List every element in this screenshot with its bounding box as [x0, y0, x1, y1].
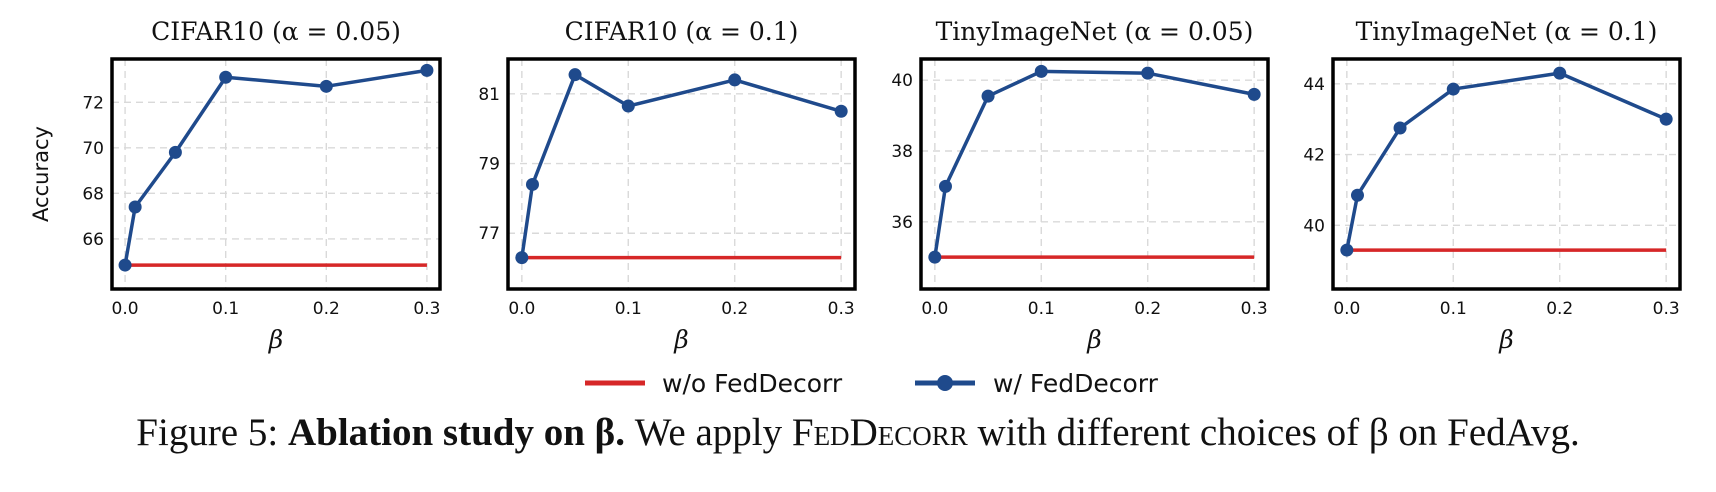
- y-tick-label: 42: [1303, 146, 1325, 166]
- y-tick-label: 44: [1303, 75, 1325, 95]
- subplot-3: 0.0 0.1 0.2 0.3 36 38 40 TinyImageNet (α = 0.05…: [891, 17, 1270, 354]
- data-point-method: [128, 200, 142, 214]
- plot-frame: [919, 57, 1270, 291]
- y-tick-label: 38: [891, 142, 913, 162]
- x-tick-label: 0.1: [1028, 299, 1055, 319]
- caption-text-after: with different choices of β on FedAvg.: [967, 411, 1580, 454]
- y-axis-label: Accuracy: [29, 126, 53, 222]
- legend-label-baseline: w/o FedDecorr: [662, 369, 843, 398]
- x-tick-label: 0.3: [1653, 299, 1680, 319]
- y-tick-label: 77: [478, 224, 500, 244]
- x-tick-label: 0.1: [615, 299, 642, 319]
- subplot-title: CIFAR10 (α = 0.05): [151, 17, 401, 46]
- data-point-method: [525, 177, 539, 191]
- legend-label-method: w/ FedDecorr: [993, 369, 1159, 398]
- y-tick-label: 36: [891, 213, 913, 233]
- data-point-method: [1034, 64, 1048, 78]
- data-point-method: [1659, 112, 1673, 126]
- data-point-method: [1350, 188, 1364, 202]
- data-point-method: [515, 251, 529, 265]
- x-tick-label: 0.0: [112, 299, 139, 319]
- data-point-method: [1340, 243, 1354, 257]
- x-tick-label: 0.1: [1440, 299, 1467, 319]
- x-axis-label: β: [1086, 325, 1101, 354]
- x-axis-label: β: [268, 325, 283, 354]
- data-point-method: [1553, 66, 1567, 80]
- subplot-4: 0.0 0.1 0.2 0.3 40 42 44 TinyImageNet (α = 0.1)…: [1303, 17, 1682, 354]
- plot-frame: [1331, 57, 1682, 291]
- data-point-method: [1247, 87, 1261, 101]
- data-point-method: [420, 63, 434, 77]
- subplot-title: TinyImageNet (α = 0.1): [1356, 17, 1658, 46]
- data-point-method: [319, 79, 333, 93]
- x-tick-label: 0.0: [1333, 299, 1360, 319]
- y-tick-label: 68: [82, 184, 104, 204]
- data-point-method: [219, 70, 233, 84]
- y-tick-label: 79: [478, 155, 500, 175]
- data-point-method: [834, 104, 848, 118]
- plot-frame: [506, 57, 857, 291]
- legend: w/o FedDecorr w/ FedDecorr: [585, 369, 1159, 398]
- y-tick-label: 40: [1303, 216, 1325, 236]
- caption-method-name: FedDecorr: [791, 411, 968, 454]
- data-point-method: [118, 258, 132, 272]
- data-point-method: [728, 73, 742, 87]
- legend-marker-method: [937, 375, 953, 391]
- figure-caption: Figure 5: Ablation study on β. We apply …: [0, 410, 1716, 455]
- data-point-method: [1141, 66, 1155, 80]
- x-axis-label: β: [673, 325, 688, 354]
- x-tick-label: 0.3: [1241, 299, 1268, 319]
- y-tick-label: 70: [82, 139, 104, 159]
- subplot-1: 0.0 0.1 0.2 0.3 66 68 70 72 CIFAR10 (α = 0.05) β A…: [29, 17, 442, 354]
- x-tick-label: 0.2: [721, 299, 748, 319]
- subplot-title: CIFAR10 (α = 0.1): [565, 17, 799, 46]
- caption-bold: Ablation study on β.: [287, 411, 625, 454]
- data-point-method: [168, 145, 182, 159]
- x-tick-label: 0.2: [313, 299, 340, 319]
- x-tick-label: 0.1: [212, 299, 239, 319]
- data-point-method: [621, 99, 635, 113]
- data-point-method: [1446, 82, 1460, 96]
- subplots: 0.0 0.1 0.2 0.3 66 68 70 72 CIFAR10 (α = 0.05) β A…: [29, 17, 1682, 354]
- x-axis-label: β: [1498, 325, 1513, 354]
- x-tick-label: 0.2: [1134, 299, 1161, 319]
- caption-prefix: Figure 5:: [136, 411, 288, 454]
- y-tick-label: 72: [82, 93, 104, 113]
- series-line-method: [1345, 71, 1667, 251]
- data-point-method: [938, 179, 952, 193]
- data-point-method: [981, 89, 995, 103]
- data-point-method: [1393, 121, 1407, 135]
- series-line-method: [520, 72, 842, 258]
- x-tick-label: 0.3: [413, 299, 440, 319]
- x-tick-label: 0.0: [921, 299, 948, 319]
- plot-frame: [110, 57, 442, 291]
- figure: 0.0 0.1 0.2 0.3 66 68 70 72 CIFAR10 (α = 0.05) β A…: [29, 17, 1682, 398]
- x-tick-label: 0.3: [828, 299, 855, 319]
- data-point-method: [928, 250, 942, 264]
- subplot-2: 0.0 0.1 0.2 0.3 77 79 81 CIFAR10 (α = 0.1) β: [478, 17, 857, 354]
- x-tick-label: 0.0: [508, 299, 535, 319]
- series-line-method: [123, 68, 428, 266]
- x-tick-label: 0.2: [1546, 299, 1573, 319]
- subplot-title: TinyImageNet (α = 0.05): [936, 17, 1254, 46]
- data-point-method: [568, 68, 582, 82]
- y-tick-label: 66: [82, 230, 104, 250]
- series-line-method: [933, 69, 1255, 258]
- y-tick-label: 40: [891, 71, 913, 91]
- y-tick-label: 81: [478, 85, 500, 105]
- caption-text-before: We apply: [624, 411, 792, 454]
